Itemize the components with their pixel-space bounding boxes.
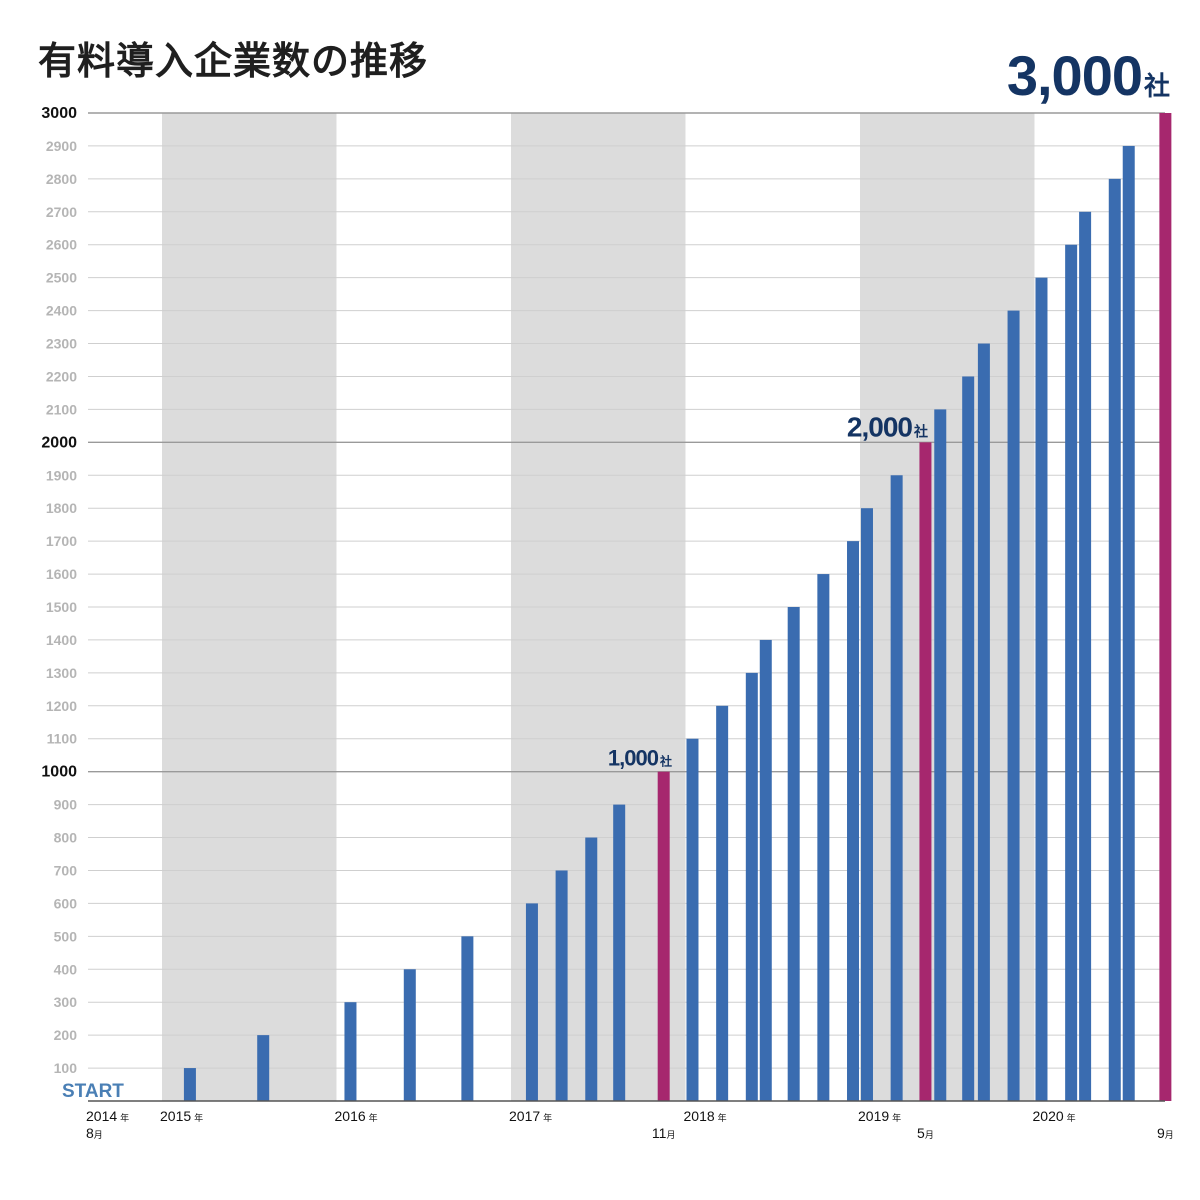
- bar-2100: [934, 409, 947, 1101]
- bar-400: [403, 969, 416, 1101]
- y-tick-label-400: 400: [54, 961, 78, 977]
- y-tick-label-2400: 2400: [46, 303, 77, 319]
- bar-1800: [860, 508, 873, 1101]
- x-year-label-2015: 2015 年: [160, 1108, 203, 1124]
- chart-title: 有料導入企業数の推移: [38, 39, 429, 83]
- y-tick-label-600: 600: [54, 895, 78, 911]
- x-year-label-2014: 2014 年: [86, 1108, 129, 1124]
- bar-1100: [686, 738, 699, 1101]
- y-tick-label-100: 100: [54, 1060, 78, 1076]
- y-tick-label-2300: 2300: [46, 336, 77, 352]
- bar-2400: [1007, 310, 1020, 1102]
- x-year-label-2016: 2016 年: [335, 1108, 378, 1124]
- bar-2900: [1122, 145, 1135, 1101]
- bar-100: [183, 1068, 196, 1101]
- y-tick-label-2600: 2600: [46, 237, 77, 253]
- bar-2600: [1065, 244, 1078, 1101]
- bars: [183, 113, 1172, 1102]
- bar-800: [585, 837, 598, 1101]
- y-tick-label-2100: 2100: [46, 401, 77, 417]
- x-axis-labels: 2014 年8月 2015 年 2016 年 2017 年 2018 年 2019 年 2020 年 11月…: [86, 1108, 1174, 1141]
- x-month-label-5: 5月: [917, 1125, 934, 1141]
- y-tick-label-800: 800: [54, 830, 78, 846]
- bar-2200: [962, 376, 975, 1101]
- bar-1900: [890, 475, 903, 1101]
- bar-1400: [759, 639, 772, 1101]
- y-tick-label-1800: 1800: [46, 500, 77, 516]
- bar-1200: [716, 705, 729, 1101]
- y-tick-label-2700: 2700: [46, 204, 77, 220]
- y-tick-label-300: 300: [54, 994, 78, 1010]
- bar-1300: [745, 672, 758, 1101]
- bar-200: [257, 1035, 270, 1101]
- y-tick-label-1900: 1900: [46, 467, 77, 483]
- x-year-label-2020: 2020 年: [1033, 1108, 1076, 1124]
- y-tick-label-1600: 1600: [46, 566, 77, 582]
- bar-500: [461, 936, 474, 1101]
- x-month-label-9: 9月: [1157, 1125, 1174, 1141]
- y-axis-ticks: 100 200 300 400 500 600 700 800 900 1000 1100 1200 1…: [41, 105, 77, 1076]
- y-tick-label-500: 500: [54, 928, 78, 944]
- x-year-label-2019: 2019 年: [858, 1108, 901, 1124]
- y-tick-label-1200: 1200: [46, 698, 77, 714]
- bar-1600: [817, 574, 830, 1101]
- bar-1700: [847, 541, 860, 1101]
- y-tick-label-900: 900: [54, 797, 78, 813]
- bar-2300: [977, 343, 990, 1101]
- milestone-label-3000: 3,000社: [1007, 44, 1170, 107]
- x-year-label-2018: 2018 年: [684, 1108, 727, 1124]
- x-month-label-start: 8月: [86, 1125, 103, 1141]
- y-tick-label-2500: 2500: [46, 270, 77, 286]
- bar-600: [525, 903, 538, 1101]
- bar-700: [555, 870, 568, 1101]
- bar-300: [344, 1002, 357, 1101]
- y-tick-label-2900: 2900: [46, 138, 77, 154]
- milestone-bar-1000: [657, 771, 670, 1101]
- y-tick-label-3000: 3000: [41, 105, 77, 122]
- bar-2700: [1079, 211, 1092, 1102]
- milestone-label-2000: 2,000 社: [847, 411, 928, 442]
- y-tick-label-1000: 1000: [41, 764, 77, 781]
- bar-2500: [1035, 277, 1048, 1102]
- y-tick-label-2800: 2800: [46, 171, 77, 187]
- y-tick-label-1700: 1700: [46, 533, 77, 549]
- milestone-label-1000: 1,000 社: [608, 746, 672, 771]
- y-tick-label-1500: 1500: [46, 599, 77, 615]
- bar-2800: [1108, 178, 1121, 1101]
- milestone-bar-3000: [1159, 113, 1172, 1101]
- y-tick-label-200: 200: [54, 1027, 78, 1043]
- y-tick-label-1300: 1300: [46, 665, 77, 681]
- y-tick-label-1100: 1100: [47, 731, 78, 747]
- x-year-label-2017: 2017 年: [509, 1108, 552, 1124]
- y-tick-label-2000: 2000: [41, 434, 77, 451]
- bar-1500: [787, 607, 800, 1101]
- y-tick-label-700: 700: [54, 862, 78, 878]
- bar-900: [613, 804, 626, 1101]
- milestone-bar-2000: [919, 442, 932, 1101]
- y-tick-label-2200: 2200: [46, 368, 77, 384]
- milestone-annotations: 1,000 社 2,000 社 3,000社: [608, 44, 1170, 771]
- y-tick-label-1400: 1400: [46, 632, 77, 648]
- x-month-label-11: 11月: [652, 1125, 676, 1141]
- start-label: START: [62, 1081, 124, 1102]
